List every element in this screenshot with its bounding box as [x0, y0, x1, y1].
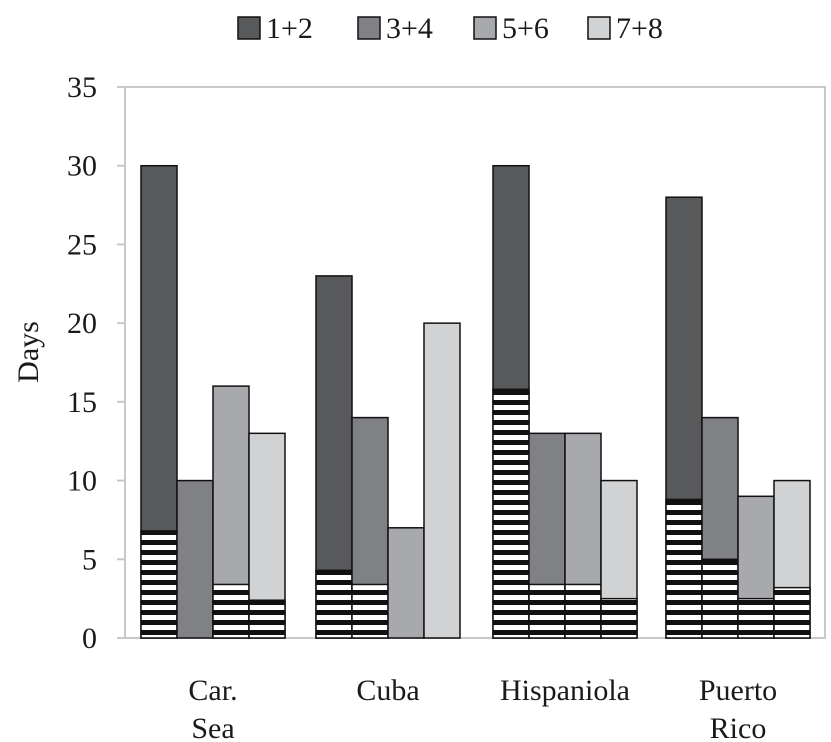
bar-hatched-7+8-0	[248, 599, 286, 639]
bar-hatched-3+4-2	[528, 583, 566, 639]
y-axis: 0 5 10 15 20 25 30 35	[67, 71, 125, 655]
x-tick-label: Hispaniola	[500, 674, 630, 707]
legend-label: 5+6	[502, 12, 549, 45]
legend-label: 3+4	[386, 12, 433, 45]
x-tick-label: Puerto	[699, 674, 777, 707]
x-tick-label-line2: Sea	[191, 712, 234, 742]
legend-swatch-1+2	[237, 16, 261, 40]
legend-label: 7+8	[616, 12, 663, 45]
y-tick-label: 30	[67, 150, 97, 183]
legend-swatch-7+8	[587, 16, 611, 40]
x-tick-label: Car.	[188, 674, 237, 707]
plot-frame	[124, 86, 826, 639]
bar-hatched-1+2-0	[140, 530, 178, 639]
bar-hatched-3+4-1	[351, 583, 389, 639]
y-tick-label: 35	[67, 71, 97, 104]
y-tick-label: 0	[82, 622, 97, 655]
bar-hatched-5+6-3	[737, 597, 775, 639]
x-tick-label-line2: Rico	[710, 712, 767, 742]
bar-hatched-5+6-2	[564, 583, 602, 639]
y-tick-label: 10	[67, 465, 97, 498]
bar-hatched-1+2-2	[492, 388, 530, 639]
y-tick-label: 15	[67, 386, 97, 419]
bar-hatched-7+8-2	[600, 597, 638, 639]
bar-hatched-1+2-3	[665, 498, 703, 639]
y-tick-label: 5	[82, 543, 97, 576]
bar-3+4-0	[176, 479, 214, 639]
bar-5+6-1	[387, 527, 425, 639]
bar-7+8-1	[423, 322, 461, 639]
legend-label: 1+2	[266, 12, 313, 45]
legend-swatch-3+4	[357, 16, 381, 40]
y-tick-label: 25	[67, 228, 97, 261]
bars	[140, 164, 811, 639]
bar-hatched-7+8-3	[773, 586, 811, 639]
y-tick-label: 20	[67, 307, 97, 340]
x-tick-label: Cuba	[356, 674, 419, 707]
legend: 1+2 3+4 5+6 7+8	[237, 12, 663, 45]
legend-swatch-5+6	[473, 16, 497, 40]
x-axis: Car. Sea Cuba Hispaniola Puerto Rico	[188, 674, 777, 742]
bar-hatched-5+6-0	[212, 583, 250, 639]
bar-hatched-3+4-3	[701, 558, 739, 639]
bar-hatched-1+2-1	[315, 569, 353, 639]
y-axis-label: Days	[12, 321, 45, 383]
